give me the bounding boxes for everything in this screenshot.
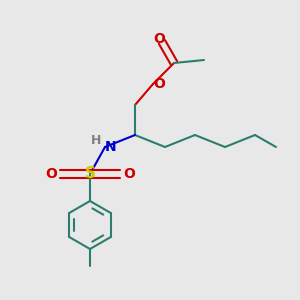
Text: N: N [105, 140, 117, 154]
Text: O: O [45, 167, 57, 181]
Text: O: O [123, 167, 135, 181]
Text: S: S [85, 167, 95, 182]
Text: H: H [91, 134, 101, 148]
Text: O: O [153, 32, 165, 46]
Text: O: O [153, 77, 165, 91]
